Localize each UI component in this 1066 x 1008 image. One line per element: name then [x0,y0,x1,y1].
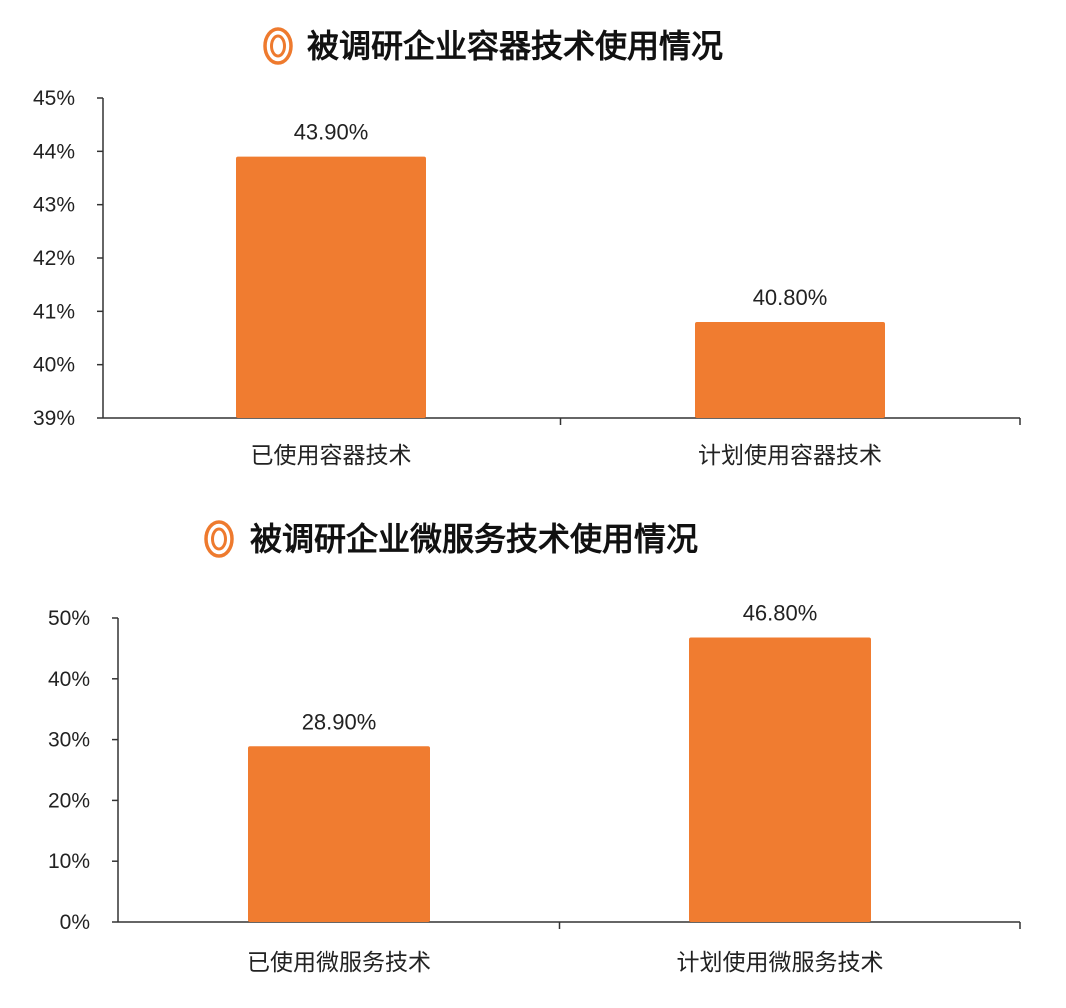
bar [236,156,426,418]
y-tick-label: 20% [48,789,90,812]
category-label: 已使用微服务技术 [247,950,431,976]
bar [695,322,885,418]
plot-area: 39% 40% 41% 42% 43% 44% 45% 43.90% 已使用容器技术 40.80%… [33,87,1021,469]
y-tick-label: 45% [33,87,75,110]
y-tick-label: 40% [48,668,90,691]
data-label: 28.90% [302,709,377,734]
chart-title: 被调研企业容器技术使用情况 [307,27,723,65]
y-tick-label: 43% [33,194,75,217]
concentric-ring-icon [204,520,234,558]
y-tick-label: 40% [33,354,75,377]
y-tick-label: 44% [33,140,75,163]
y-tick-label: 30% [48,729,90,752]
y-tick-label: 42% [33,247,75,270]
y-tick-label: 50% [48,607,90,630]
y-tick-label: 41% [33,300,75,323]
y-tick-label: 39% [33,407,75,430]
concentric-ring-icon [263,27,293,65]
category-label: 已使用容器技术 [251,443,412,469]
chart-container-containers: 被调研企业容器技术使用情况 39% 40% 41% 42% 43% 44% 45% 43.90… [33,27,1021,469]
bar [689,637,871,922]
category-label: 计划使用容器技术 [698,443,882,469]
chart-container-microservices: 被调研企业微服务技术使用情况 0% 10% 20% 30% 40% 50% 28.90% 已使… [48,520,1021,976]
y-tick-label: 10% [48,850,90,873]
bar [248,746,430,922]
data-label: 40.80% [753,285,828,310]
data-label: 43.90% [294,120,369,145]
data-label: 46.80% [743,600,818,625]
category-label: 计划使用微服务技术 [677,950,884,976]
y-tick-label: 0% [60,911,90,934]
chart-title: 被调研企业微服务技术使用情况 [250,520,698,558]
plot-area: 0% 10% 20% 30% 40% 50% 28.90% 已使用微服务技术 46.80% 计划使… [48,600,1021,976]
